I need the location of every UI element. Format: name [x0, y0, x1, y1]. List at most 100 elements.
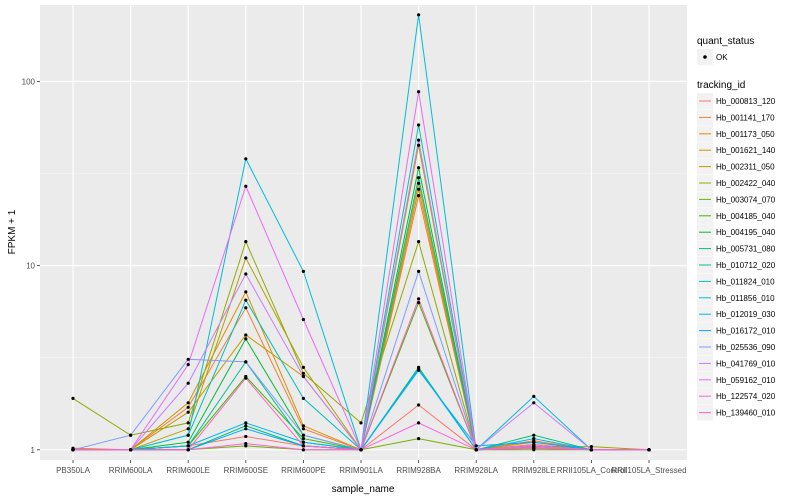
shape-legend-entries: OK — [697, 49, 728, 65]
data-point — [301, 365, 305, 369]
x-axis-title: sample_name — [332, 484, 395, 495]
legend-label: Hb_004185_040 — [716, 212, 776, 221]
data-point — [301, 424, 305, 428]
data-point — [244, 434, 248, 439]
data-point — [244, 424, 248, 428]
x-tick-label: RRIM901LA — [339, 466, 383, 475]
legend-label: Hb_002311_050 — [716, 163, 775, 172]
data-point — [532, 433, 536, 437]
legend-label: Hb_011824_010 — [716, 277, 775, 286]
data-point — [244, 360, 248, 364]
data-point — [244, 306, 248, 310]
x-tick-label: RRII105LA_Control — [557, 466, 627, 475]
data-point — [417, 176, 421, 180]
data-point — [417, 123, 421, 127]
legend: quant_status OK tracking_id Hb_000813_12… — [697, 36, 776, 421]
data-point — [244, 427, 248, 431]
legend-label: Hb_041769_010 — [716, 359, 776, 368]
legend-key-point — [703, 55, 707, 59]
data-point — [186, 405, 190, 409]
data-point — [186, 448, 190, 452]
data-point — [71, 396, 75, 400]
data-point — [244, 256, 248, 260]
data-point — [186, 410, 190, 414]
data-point — [417, 297, 421, 301]
data-point — [129, 448, 133, 452]
data-point — [417, 138, 421, 142]
x-tick-label: RRIM928LA — [454, 466, 498, 475]
y-tick-label: 100 — [22, 77, 36, 86]
data-point — [244, 240, 248, 244]
data-point — [244, 376, 248, 380]
data-point — [186, 444, 190, 448]
data-point — [359, 421, 363, 425]
data-point — [186, 440, 190, 444]
data-point — [186, 421, 190, 425]
x-tick-label: RRIM928LE — [512, 466, 556, 475]
data-points — [71, 13, 651, 452]
data-point — [417, 368, 421, 372]
data-point — [301, 269, 305, 273]
data-point — [186, 357, 190, 361]
legend-label: Hb_010712_020 — [716, 261, 776, 270]
data-point — [417, 13, 421, 17]
legend-label: Hb_004195_040 — [716, 228, 776, 237]
data-point — [417, 421, 421, 425]
data-point — [301, 317, 305, 322]
legend-label: Hb_122574_020 — [716, 392, 776, 401]
data-point — [244, 444, 248, 448]
data-point — [532, 437, 536, 441]
legend-label: Hb_025536_090 — [716, 343, 776, 352]
data-point — [417, 301, 421, 305]
data-point — [647, 448, 651, 452]
data-point — [244, 290, 248, 294]
data-point — [532, 394, 536, 398]
data-point — [244, 272, 248, 276]
data-point — [301, 396, 305, 400]
legend-label: OK — [716, 53, 728, 62]
data-point — [244, 333, 248, 337]
data-point — [532, 440, 536, 444]
data-point — [417, 166, 421, 170]
data-point — [301, 427, 305, 431]
data-point — [186, 363, 190, 367]
data-point — [589, 448, 594, 452]
data-point — [417, 90, 421, 94]
grid-lines — [40, 5, 687, 460]
data-point — [244, 157, 248, 161]
shape-legend-title: quant_status — [697, 36, 754, 47]
legend-label: Hb_001173_050 — [716, 130, 775, 139]
data-point — [417, 187, 421, 191]
data-point — [244, 421, 248, 425]
data-point — [301, 444, 305, 448]
data-point — [186, 433, 190, 437]
color-legend-title: tracking_id — [697, 80, 745, 91]
data-point — [417, 240, 421, 244]
data-point — [532, 401, 536, 405]
data-point — [244, 337, 248, 341]
x-tick-label: RRII105LA_Stressed — [611, 466, 686, 475]
legend-label: Hb_000813_120 — [716, 97, 776, 106]
legend-label: Hb_059162_010 — [716, 376, 776, 385]
data-point — [301, 448, 305, 452]
y-tick-label: 10 — [26, 262, 35, 271]
data-point — [417, 181, 421, 185]
plot-panel — [40, 5, 687, 460]
legend-label: Hb_012019_030 — [716, 310, 776, 319]
data-point — [474, 444, 478, 448]
legend-label: Hb_016172_010 — [716, 327, 776, 336]
data-point — [474, 448, 478, 452]
x-tick-label: PB350LA — [56, 466, 90, 475]
x-tick-label: RRIM928BA — [396, 466, 441, 475]
data-point — [71, 448, 75, 452]
data-point — [244, 184, 248, 188]
x-tick-label: RRIM600LA — [109, 466, 153, 475]
y-tick-label: 1 — [31, 446, 36, 455]
color-legend-entries: Hb_000813_120 Hb_001141_170 Hb_001173_050 H… — [697, 93, 776, 421]
data-point — [129, 433, 133, 437]
legend-label: Hb_005731_080 — [716, 245, 776, 254]
x-axis: PB350LA RRIM600LA RRIM600LE RRIM600SE RRIM60… — [56, 460, 687, 475]
data-point — [301, 374, 305, 379]
data-point — [301, 371, 305, 375]
